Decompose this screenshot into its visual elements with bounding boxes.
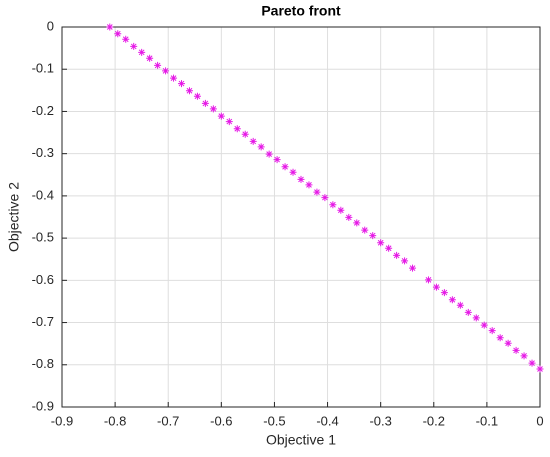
point <box>297 175 305 183</box>
point <box>337 206 345 214</box>
point <box>488 327 496 335</box>
y-tick-label: -0.3 <box>32 145 54 160</box>
x-tick-label: -0.1 <box>476 413 498 428</box>
point <box>424 276 432 284</box>
point <box>401 257 409 265</box>
point <box>289 168 297 176</box>
point <box>329 201 337 209</box>
point <box>185 87 193 95</box>
point <box>305 181 313 189</box>
point <box>241 130 249 138</box>
point <box>528 359 536 367</box>
point <box>273 156 281 164</box>
point <box>377 239 385 247</box>
point <box>265 150 273 158</box>
point <box>353 219 361 227</box>
point <box>432 283 440 291</box>
y-axis-label: Objective 2 <box>6 182 22 252</box>
point <box>233 125 241 133</box>
point <box>209 105 217 113</box>
point <box>201 99 209 107</box>
x-tick-label: -0.5 <box>263 413 285 428</box>
point <box>385 244 393 252</box>
point <box>170 74 178 82</box>
plot-frame <box>61 26 541 408</box>
x-tick-label: -0.7 <box>157 413 179 428</box>
chart-title: Pareto front <box>261 3 341 19</box>
x-tick-label: -0.9 <box>51 413 73 428</box>
x-tick-label: -0.3 <box>369 413 391 428</box>
point <box>193 92 201 100</box>
point <box>138 48 146 56</box>
point <box>496 334 504 342</box>
y-tick-label: -0.7 <box>32 314 54 329</box>
point <box>225 118 233 126</box>
point <box>472 314 480 322</box>
point <box>154 61 162 69</box>
x-tick-label: 0 <box>536 413 543 428</box>
point <box>361 226 369 234</box>
point <box>536 365 544 373</box>
point <box>217 112 225 120</box>
point <box>178 80 185 88</box>
y-tick-label: -0.5 <box>32 230 54 245</box>
point <box>369 232 377 240</box>
point <box>345 213 353 221</box>
point <box>440 289 448 297</box>
point <box>456 301 464 309</box>
point <box>122 35 130 43</box>
y-tick-label: -0.1 <box>32 61 54 76</box>
point <box>409 264 417 272</box>
point <box>321 194 329 202</box>
x-tick-label: -0.4 <box>316 413 338 428</box>
point <box>480 321 488 329</box>
x-axis-label: Objective 1 <box>266 432 336 448</box>
point <box>520 352 528 360</box>
point <box>512 346 520 354</box>
x-tick-label: -0.6 <box>210 413 232 428</box>
point <box>504 339 512 347</box>
point <box>393 251 401 259</box>
point <box>146 54 154 62</box>
point <box>249 137 257 145</box>
point <box>257 143 265 151</box>
point <box>448 296 456 304</box>
y-tick-label: -0.4 <box>32 187 54 202</box>
y-tick-label: 0 <box>47 18 54 33</box>
point <box>162 67 170 75</box>
y-tick-label: -0.2 <box>32 103 54 118</box>
y-tick-label: -0.8 <box>32 356 54 371</box>
point <box>130 42 138 50</box>
point <box>281 163 289 171</box>
x-tick-label: -0.8 <box>104 413 126 428</box>
y-tick-label: -0.6 <box>32 272 54 287</box>
point <box>114 30 122 38</box>
point <box>106 23 114 31</box>
y-tick-label: -0.9 <box>32 398 54 413</box>
point <box>464 308 472 316</box>
x-tick-label: -0.2 <box>423 413 445 428</box>
point <box>313 188 321 196</box>
